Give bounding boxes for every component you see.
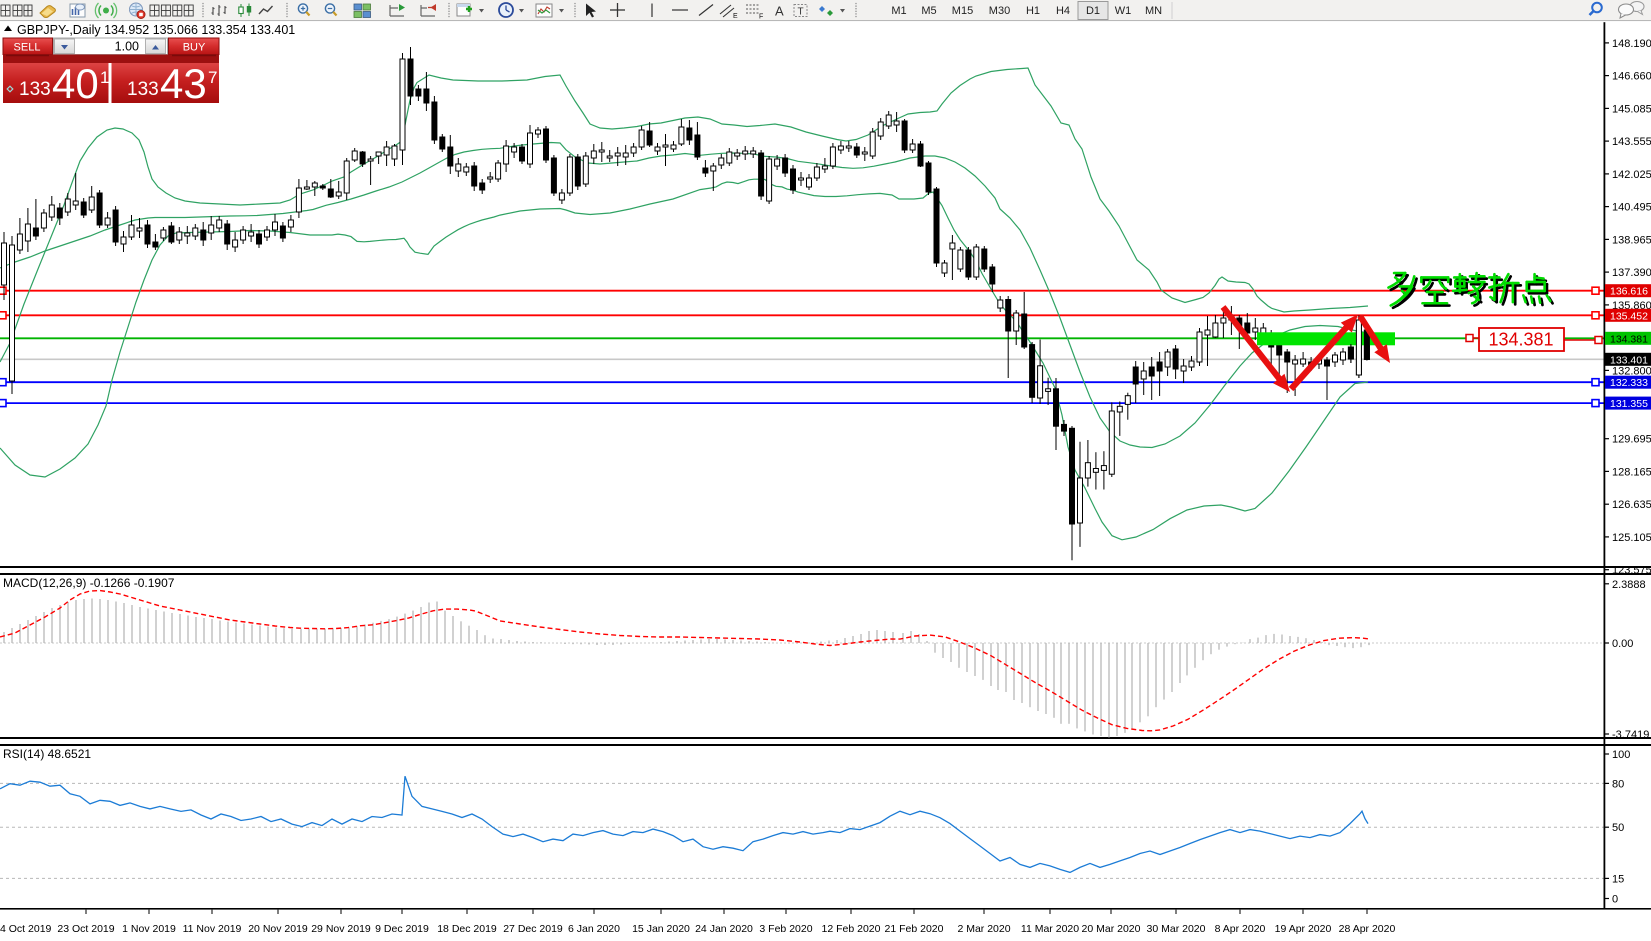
- svg-text:20 Mar 2020: 20 Mar 2020: [1082, 923, 1141, 935]
- svg-text:-3.7419: -3.7419: [1612, 729, 1649, 741]
- svg-text:148.190: 148.190: [1612, 38, 1651, 50]
- svg-text:BUY: BUY: [183, 42, 206, 54]
- svg-text:50: 50: [1612, 822, 1624, 834]
- svg-text:1 Nov 2019: 1 Nov 2019: [122, 923, 176, 935]
- svg-text:21 Feb 2020: 21 Feb 2020: [885, 923, 944, 935]
- svg-text:29 Nov 2019: 29 Nov 2019: [311, 923, 371, 935]
- svg-text:GBPJPY-,Daily 134.952 135.066: GBPJPY-,Daily 134.952 135.066 133.354 13…: [17, 23, 295, 37]
- svg-text:134.381: 134.381: [1488, 330, 1553, 350]
- svg-text:18 Dec 2019: 18 Dec 2019: [437, 923, 497, 935]
- svg-text:80: 80: [1612, 778, 1624, 790]
- svg-text:28 Apr 2020: 28 Apr 2020: [1339, 923, 1396, 935]
- svg-text:131.355: 131.355: [1610, 398, 1648, 410]
- svg-text:20 Nov 2019: 20 Nov 2019: [248, 923, 308, 935]
- svg-text:E: E: [733, 13, 738, 20]
- svg-text:D1: D1: [1086, 5, 1100, 17]
- svg-text:15 Jan 2020: 15 Jan 2020: [632, 923, 690, 935]
- svg-text:4 Oct 2019: 4 Oct 2019: [0, 923, 52, 935]
- svg-text:126.635: 126.635: [1612, 499, 1651, 511]
- svg-text:9 Dec 2019: 9 Dec 2019: [375, 923, 429, 935]
- svg-text:129.695: 129.695: [1612, 434, 1651, 446]
- svg-text:15: 15: [1612, 873, 1624, 885]
- svg-text:137.390: 137.390: [1612, 267, 1651, 279]
- svg-text:19 Apr 2020: 19 Apr 2020: [1275, 923, 1332, 935]
- svg-text:7: 7: [208, 68, 217, 87]
- svg-text:H4: H4: [1056, 5, 1070, 17]
- svg-text:132.800: 132.800: [1612, 365, 1651, 377]
- svg-text:142.025: 142.025: [1612, 169, 1651, 181]
- svg-text:1.00: 1.00: [115, 40, 139, 54]
- svg-text:MACD(12,26,9) -0.1266 -0.1907: MACD(12,26,9) -0.1266 -0.1907: [3, 576, 175, 590]
- svg-text:12 Feb 2020: 12 Feb 2020: [822, 923, 881, 935]
- svg-text:0.00: 0.00: [1612, 638, 1633, 650]
- svg-text:1: 1: [100, 68, 109, 87]
- svg-text:H1: H1: [1026, 5, 1040, 17]
- svg-text:6 Jan 2020: 6 Jan 2020: [568, 923, 620, 935]
- svg-text:128.165: 128.165: [1612, 466, 1651, 478]
- svg-text:8 Apr 2020: 8 Apr 2020: [1215, 923, 1266, 935]
- svg-text:138.965: 138.965: [1612, 234, 1651, 246]
- svg-text:0: 0: [1612, 894, 1618, 906]
- svg-text:133: 133: [127, 79, 159, 100]
- svg-text:M15: M15: [952, 5, 973, 17]
- svg-text:134.381: 134.381: [1610, 333, 1648, 345]
- svg-text:11 Nov 2019: 11 Nov 2019: [183, 923, 242, 935]
- svg-text:24 Jan 2020: 24 Jan 2020: [695, 923, 753, 935]
- svg-text:RSI(14) 48.6521: RSI(14) 48.6521: [3, 747, 91, 761]
- svg-text:M30: M30: [989, 5, 1010, 17]
- svg-text:136.616: 136.616: [1610, 286, 1648, 298]
- svg-text:143.555: 143.555: [1612, 136, 1651, 148]
- svg-text:135.452: 135.452: [1610, 310, 1648, 322]
- svg-text:T: T: [798, 7, 804, 18]
- svg-text:A: A: [775, 4, 784, 19]
- svg-text:MN: MN: [1145, 5, 1162, 17]
- svg-text:125.105: 125.105: [1612, 532, 1651, 544]
- svg-text:133: 133: [19, 79, 51, 100]
- svg-text:100: 100: [1612, 749, 1630, 761]
- svg-text:M5: M5: [921, 5, 936, 17]
- svg-text:40: 40: [52, 60, 99, 107]
- svg-text:27 Dec 2019: 27 Dec 2019: [503, 923, 563, 935]
- svg-text:23 Oct 2019: 23 Oct 2019: [57, 923, 114, 935]
- svg-text:2.3888: 2.3888: [1612, 579, 1646, 591]
- svg-text:132.333: 132.333: [1610, 377, 1648, 389]
- svg-text:140.495: 140.495: [1612, 202, 1651, 214]
- svg-text:146.660: 146.660: [1612, 71, 1651, 83]
- svg-text:123.575: 123.575: [1612, 565, 1651, 577]
- svg-text:3 Feb 2020: 3 Feb 2020: [759, 923, 812, 935]
- svg-text:M1: M1: [891, 5, 906, 17]
- svg-text:43: 43: [160, 60, 207, 107]
- svg-text:F: F: [759, 14, 763, 21]
- svg-text:SELL: SELL: [14, 42, 41, 54]
- svg-text:145.085: 145.085: [1612, 103, 1651, 115]
- svg-text:W1: W1: [1115, 5, 1132, 17]
- svg-text:30 Mar 2020: 30 Mar 2020: [1147, 923, 1206, 935]
- svg-text:2 Mar 2020: 2 Mar 2020: [957, 923, 1010, 935]
- svg-text:133.401: 133.401: [1610, 354, 1648, 366]
- svg-text:11 Mar 2020: 11 Mar 2020: [1021, 923, 1079, 935]
